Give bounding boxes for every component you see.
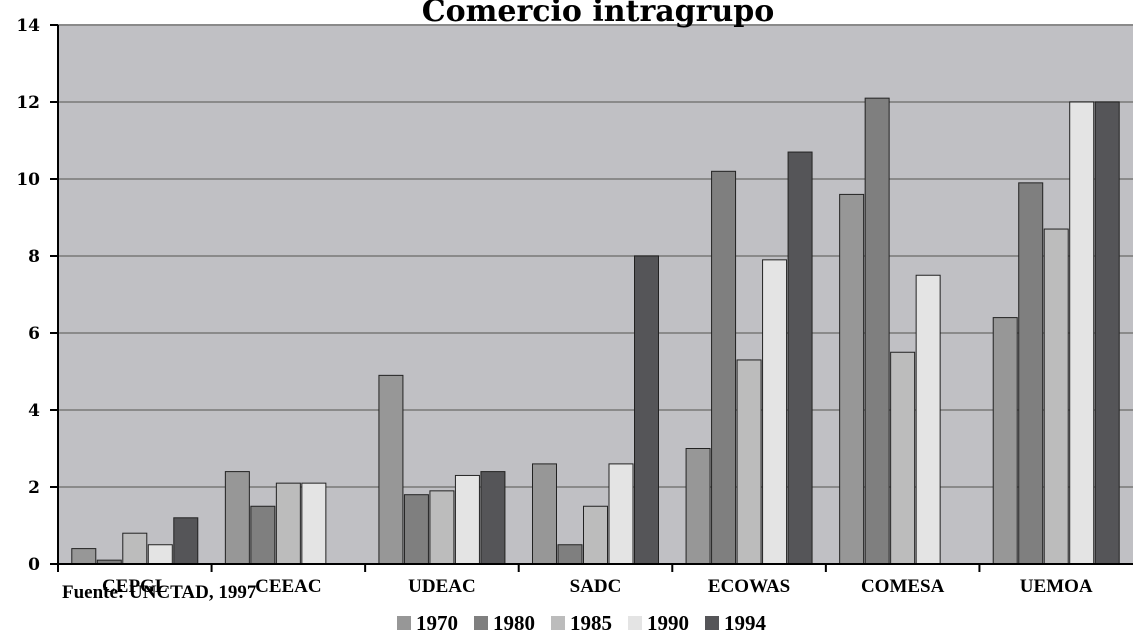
bar-ecowas-1985 [736,359,762,565]
bar-sadc-1994 [634,255,659,565]
bar-udeac-1994 [480,471,506,565]
legend-label: 1985 [570,610,612,635]
bars [71,97,1120,565]
bar-uemoa-1990 [1069,101,1095,565]
bar-cepgl-1990 [147,544,173,565]
bar-udeac-1970 [378,374,404,565]
legend-label: 1980 [493,610,535,635]
bar-ecowas-1990 [762,259,788,565]
bar-udeac-1990 [454,474,480,565]
bar-ecowas-1970 [685,448,711,565]
x-tick-label: COMESA [861,576,945,597]
legend-item-1970: 1970 [397,611,458,636]
bar-comesa-1970 [839,193,865,565]
legend-item-1980: 1980 [474,611,535,636]
axes [50,24,1133,572]
y-tick-label: 4 [28,401,40,421]
bar-ceeac-1990 [301,482,327,565]
legend-swatch [474,616,488,630]
bar-cepgl-1970 [71,548,97,565]
bar-udeac-1980 [403,494,429,565]
legend-item-1994: 1994 [705,611,766,636]
bar-cepgl-1994 [173,517,199,565]
x-tick-label: SADC [570,576,622,597]
legend-item-1985: 1985 [551,611,612,636]
bar-comesa-1980 [864,97,890,565]
chart-title: Comercio intragrupo [422,0,775,29]
x-tick-label: UEMOA [1020,576,1093,597]
legend-swatch [397,616,411,630]
y-tick-label: 0 [28,555,40,575]
bar-ceeac-1970 [224,471,250,565]
bar-uemoa-1985 [1043,228,1069,565]
y-tick-label: 10 [16,170,40,190]
bar-comesa-1990 [915,274,941,565]
x-tick-label: UDEAC [408,576,476,597]
y-tick-label: 6 [28,324,40,344]
x-tick-label: ECOWAS [708,576,790,597]
legend-swatch [705,616,719,630]
bar-uemoa-1980 [1018,182,1044,565]
bar-uemoa-1994 [1094,101,1120,565]
bar-cepgl-1985 [122,532,148,565]
legend-label: 1970 [416,610,458,635]
legend-swatch [628,616,642,630]
bar-sadc-1970 [532,463,557,565]
gridlines [58,24,1133,488]
legend-swatch [551,616,565,630]
bar-sadc-1990 [608,463,634,565]
legend: 1970 1980 1985 1990 1994 [397,608,782,638]
legend-label: 1990 [647,610,689,635]
bar-sadc-1985 [583,505,608,565]
bar-uemoa-1970 [992,317,1018,565]
y-tick-label: 8 [28,247,40,267]
y-tick-label: 12 [16,93,40,113]
x-tick-label: CEPGL [102,576,167,597]
bar-udeac-1985 [429,490,455,565]
y-tick-labels: 0 2 4 6 8 10 12 14 [16,16,40,575]
bar-ceeac-1980 [250,505,276,565]
bar-ecowas-1994 [787,151,813,565]
source-note: Fuente: UNCTAD, 1997 [62,582,257,603]
bar-ceeac-1985 [275,482,301,565]
bar-sadc-1980 [557,544,583,565]
bar-ecowas-1980 [711,170,737,565]
plot-area [58,25,1133,564]
bar-comesa-1985 [890,351,916,565]
y-tick-label: 14 [16,16,40,36]
y-tick-label: 2 [28,478,40,498]
legend-item-1990: 1990 [628,611,689,636]
legend-label: 1994 [724,610,766,635]
x-tick-label: CEEAC [255,576,322,597]
x-tick-labels: CEPGL CEEAC UDEAC SADC ECOWAS COMESA UEMOA [102,576,1093,597]
